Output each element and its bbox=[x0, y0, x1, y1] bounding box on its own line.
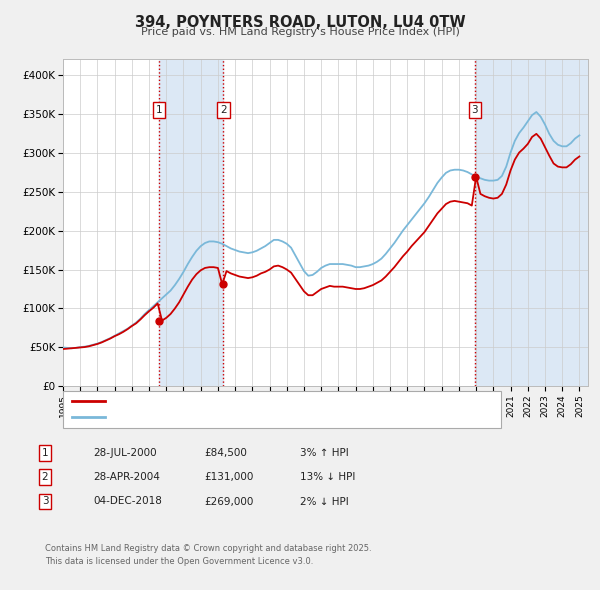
Bar bbox=[159, 59, 223, 386]
Text: Contains HM Land Registry data © Crown copyright and database right 2025.: Contains HM Land Registry data © Crown c… bbox=[45, 545, 371, 553]
Text: 1: 1 bbox=[155, 105, 162, 114]
Text: 13% ↓ HPI: 13% ↓ HPI bbox=[300, 473, 355, 482]
Text: 28-JUL-2000: 28-JUL-2000 bbox=[93, 448, 157, 458]
Text: 2: 2 bbox=[41, 473, 49, 482]
Bar bbox=[475, 59, 588, 386]
Text: This data is licensed under the Open Government Licence v3.0.: This data is licensed under the Open Gov… bbox=[45, 558, 313, 566]
Text: 04-DEC-2018: 04-DEC-2018 bbox=[93, 497, 162, 506]
Text: £269,000: £269,000 bbox=[204, 497, 253, 506]
Text: 2: 2 bbox=[220, 105, 227, 114]
Text: HPI: Average price, semi-detached house, Luton: HPI: Average price, semi-detached house,… bbox=[111, 412, 351, 422]
Text: 3% ↑ HPI: 3% ↑ HPI bbox=[300, 448, 349, 458]
Text: Price paid vs. HM Land Registry's House Price Index (HPI): Price paid vs. HM Land Registry's House … bbox=[140, 27, 460, 37]
Text: 3: 3 bbox=[472, 105, 478, 114]
Text: £131,000: £131,000 bbox=[204, 473, 253, 482]
Text: £84,500: £84,500 bbox=[204, 448, 247, 458]
Text: 394, POYNTERS ROAD, LUTON, LU4 0TW (semi-detached house): 394, POYNTERS ROAD, LUTON, LU4 0TW (semi… bbox=[111, 396, 429, 406]
Text: 28-APR-2004: 28-APR-2004 bbox=[93, 473, 160, 482]
Text: 1: 1 bbox=[41, 448, 49, 458]
Text: 2% ↓ HPI: 2% ↓ HPI bbox=[300, 497, 349, 506]
Text: 394, POYNTERS ROAD, LUTON, LU4 0TW: 394, POYNTERS ROAD, LUTON, LU4 0TW bbox=[134, 15, 466, 30]
Text: 3: 3 bbox=[41, 497, 49, 506]
